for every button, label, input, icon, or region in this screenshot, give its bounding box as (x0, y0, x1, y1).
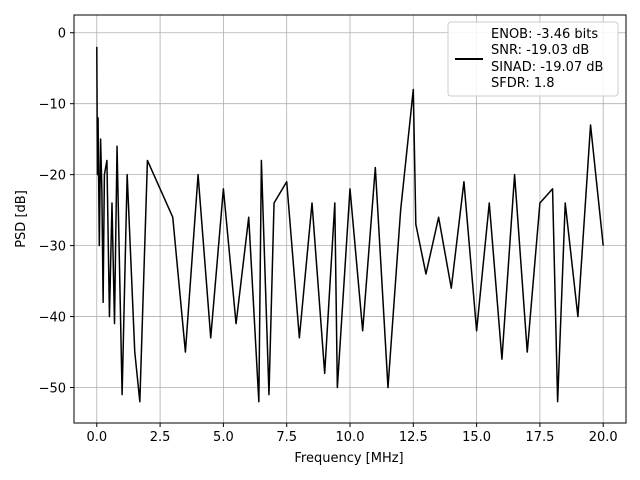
legend-box (447, 21, 619, 97)
x-tick-label: 12.5 (399, 430, 428, 445)
psd-trace (96, 46, 604, 403)
legend-entry-snr: SNR: -19.03 dB (491, 43, 589, 58)
y-axis: 0 −10 −20 −30 −40 −50 (39, 27, 74, 397)
x-tick-label: 15.0 (462, 430, 491, 445)
legend-entry-sinad: SINAD: -19.07 dB (491, 60, 603, 75)
legend-entry-sfdr: SFDR: 1.8 (491, 76, 555, 91)
x-axis: 0.0 2.5 5.0 7.5 10.0 12.5 15.0 17.5 20.0 (86, 423, 618, 445)
x-tick-label: 2.5 (150, 430, 171, 445)
y-tick-label: −20 (39, 169, 66, 184)
x-tick-label: 0.0 (86, 430, 107, 445)
psd-series (96, 46, 604, 403)
y-axis-label: PSD [dB] (14, 190, 29, 248)
y-tick-label: −10 (39, 98, 66, 113)
y-tick-label: 0 (58, 27, 66, 42)
x-tick-label: 7.5 (276, 430, 297, 445)
x-tick-label: 10.0 (336, 430, 365, 445)
x-tick-label: 17.5 (525, 430, 554, 445)
y-tick-label: −30 (39, 240, 66, 255)
x-tick-label: 20.0 (589, 430, 618, 445)
x-tick-label: 5.0 (213, 430, 234, 445)
legend: ENOB: -3.46 bits SNR: -19.03 dB SINAD: -… (447, 21, 619, 97)
x-axis-label: Frequency [MHz] (294, 451, 403, 466)
y-tick-label: −40 (39, 311, 66, 326)
legend-entry-enob: ENOB: -3.46 bits (491, 27, 598, 42)
y-tick-label: −50 (39, 382, 66, 397)
